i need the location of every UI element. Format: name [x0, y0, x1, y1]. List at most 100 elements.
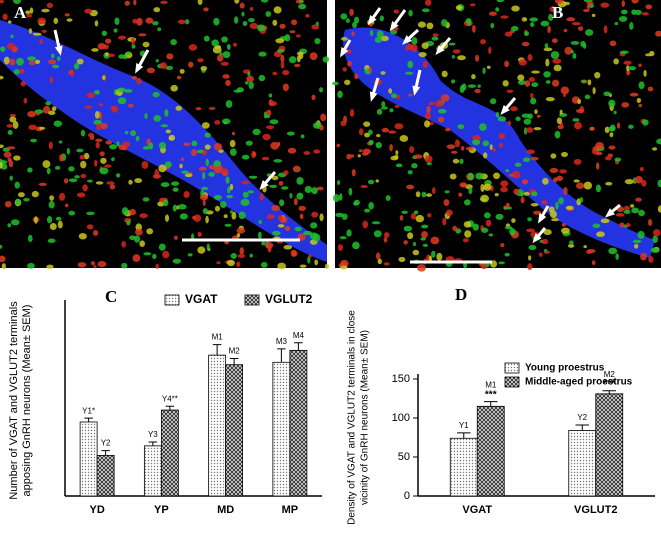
terminal-dot — [95, 141, 100, 149]
terminal-dot — [53, 120, 63, 127]
terminal-dot — [550, 153, 557, 159]
terminal-dot — [583, 9, 590, 13]
terminal-dot — [68, 210, 76, 216]
terminal-dot — [170, 39, 177, 46]
terminal-dot — [492, 148, 496, 152]
terminal-dot — [93, 90, 100, 95]
terminal-dot — [94, 20, 99, 27]
terminal-dot — [609, 40, 617, 47]
terminal-dot — [295, 34, 301, 38]
terminal-dot — [634, 9, 642, 16]
terminal-dot — [583, 181, 593, 190]
terminal-dot — [157, 201, 165, 207]
terminal-dot — [219, 201, 227, 208]
terminal-dot — [204, 144, 211, 150]
terminal-dot — [550, 51, 560, 60]
terminal-dot — [340, 120, 347, 127]
terminal-dot — [538, 252, 543, 257]
terminal-dot — [79, 154, 85, 160]
terminal-dot — [152, 91, 160, 98]
terminal-dot — [407, 43, 413, 51]
terminal-dot — [401, 210, 408, 214]
terminal-dot — [586, 1, 594, 5]
terminal-dot — [68, 166, 75, 172]
terminal-dot — [638, 209, 645, 217]
terminal-dot — [224, 223, 232, 227]
terminal-dot — [417, 21, 426, 28]
terminal-dot — [445, 209, 453, 216]
bar-label: Y4** — [162, 394, 178, 403]
terminal-dot — [553, 64, 562, 72]
terminal-dot — [73, 63, 80, 70]
terminal-dot — [595, 151, 603, 156]
terminal-dot — [634, 175, 643, 184]
terminal-dot — [641, 180, 647, 187]
terminal-dot — [226, 43, 231, 51]
terminal-dot — [225, 79, 231, 86]
terminal-dot — [247, 71, 251, 76]
terminal-dot — [381, 101, 386, 108]
terminal-dot — [504, 31, 513, 37]
terminal-dot — [422, 60, 428, 68]
terminal-dot — [177, 19, 186, 25]
terminal-dot — [495, 111, 500, 118]
terminal-dot — [443, 199, 450, 206]
terminal-dot — [19, 68, 25, 74]
terminal-dot — [265, 114, 270, 119]
terminal-dot — [74, 175, 80, 179]
terminal-dot — [488, 233, 494, 237]
terminal-dot — [6, 146, 16, 150]
terminal-dot — [204, 132, 211, 138]
terminal-dot — [459, 85, 465, 93]
terminal-dot — [136, 17, 143, 26]
terminal-dot — [201, 122, 210, 129]
arrow-head — [340, 47, 349, 58]
terminal-dot — [512, 170, 521, 179]
terminal-dot — [248, 17, 255, 23]
terminal-dot — [52, 64, 60, 69]
terminal-dot — [421, 230, 428, 239]
terminal-dot — [371, 221, 381, 225]
terminal-dot — [413, 154, 423, 159]
terminal-dot — [483, 152, 488, 159]
terminal-dot — [340, 13, 348, 20]
terminal-dot — [266, 214, 275, 220]
terminal-dot — [246, 75, 254, 83]
terminal-dot — [190, 148, 198, 157]
terminal-dot — [48, 59, 57, 65]
terminal-dot — [411, 162, 418, 169]
terminal-dot — [459, 182, 468, 188]
terminal-dot — [241, 154, 250, 160]
error-bar — [212, 344, 222, 356]
terminal-dot — [374, 36, 383, 44]
error-bar — [229, 357, 239, 365]
terminal-dot — [97, 42, 106, 50]
terminal-dot — [415, 191, 421, 198]
terminal-dot — [375, 141, 382, 149]
terminal-dot — [467, 172, 474, 181]
terminal-dot — [581, 79, 587, 84]
terminal-dot — [554, 130, 561, 139]
terminal-dot — [152, 21, 159, 26]
terminal-dot — [470, 3, 476, 7]
terminal-dot — [500, 243, 505, 248]
terminal-dot — [138, 33, 147, 37]
terminal-dot — [596, 231, 605, 238]
terminal-dot — [266, 109, 272, 117]
terminal-dot — [229, 148, 237, 156]
terminal-dot — [218, 149, 224, 153]
terminal-dot — [241, 180, 250, 185]
terminal-dot — [422, 243, 428, 247]
terminal-dot — [271, 205, 281, 212]
terminal-dot — [99, 151, 105, 157]
terminal-dot — [48, 200, 55, 209]
terminal-dot — [570, 49, 574, 54]
terminal-dot — [657, 179, 661, 188]
terminal-dot — [174, 235, 178, 240]
terminal-dot — [452, 49, 461, 54]
error-bar — [457, 432, 471, 439]
terminal-dot — [449, 173, 457, 180]
terminal-dot — [560, 86, 570, 95]
arrow-head — [135, 63, 144, 74]
terminal-dot — [625, 222, 631, 227]
